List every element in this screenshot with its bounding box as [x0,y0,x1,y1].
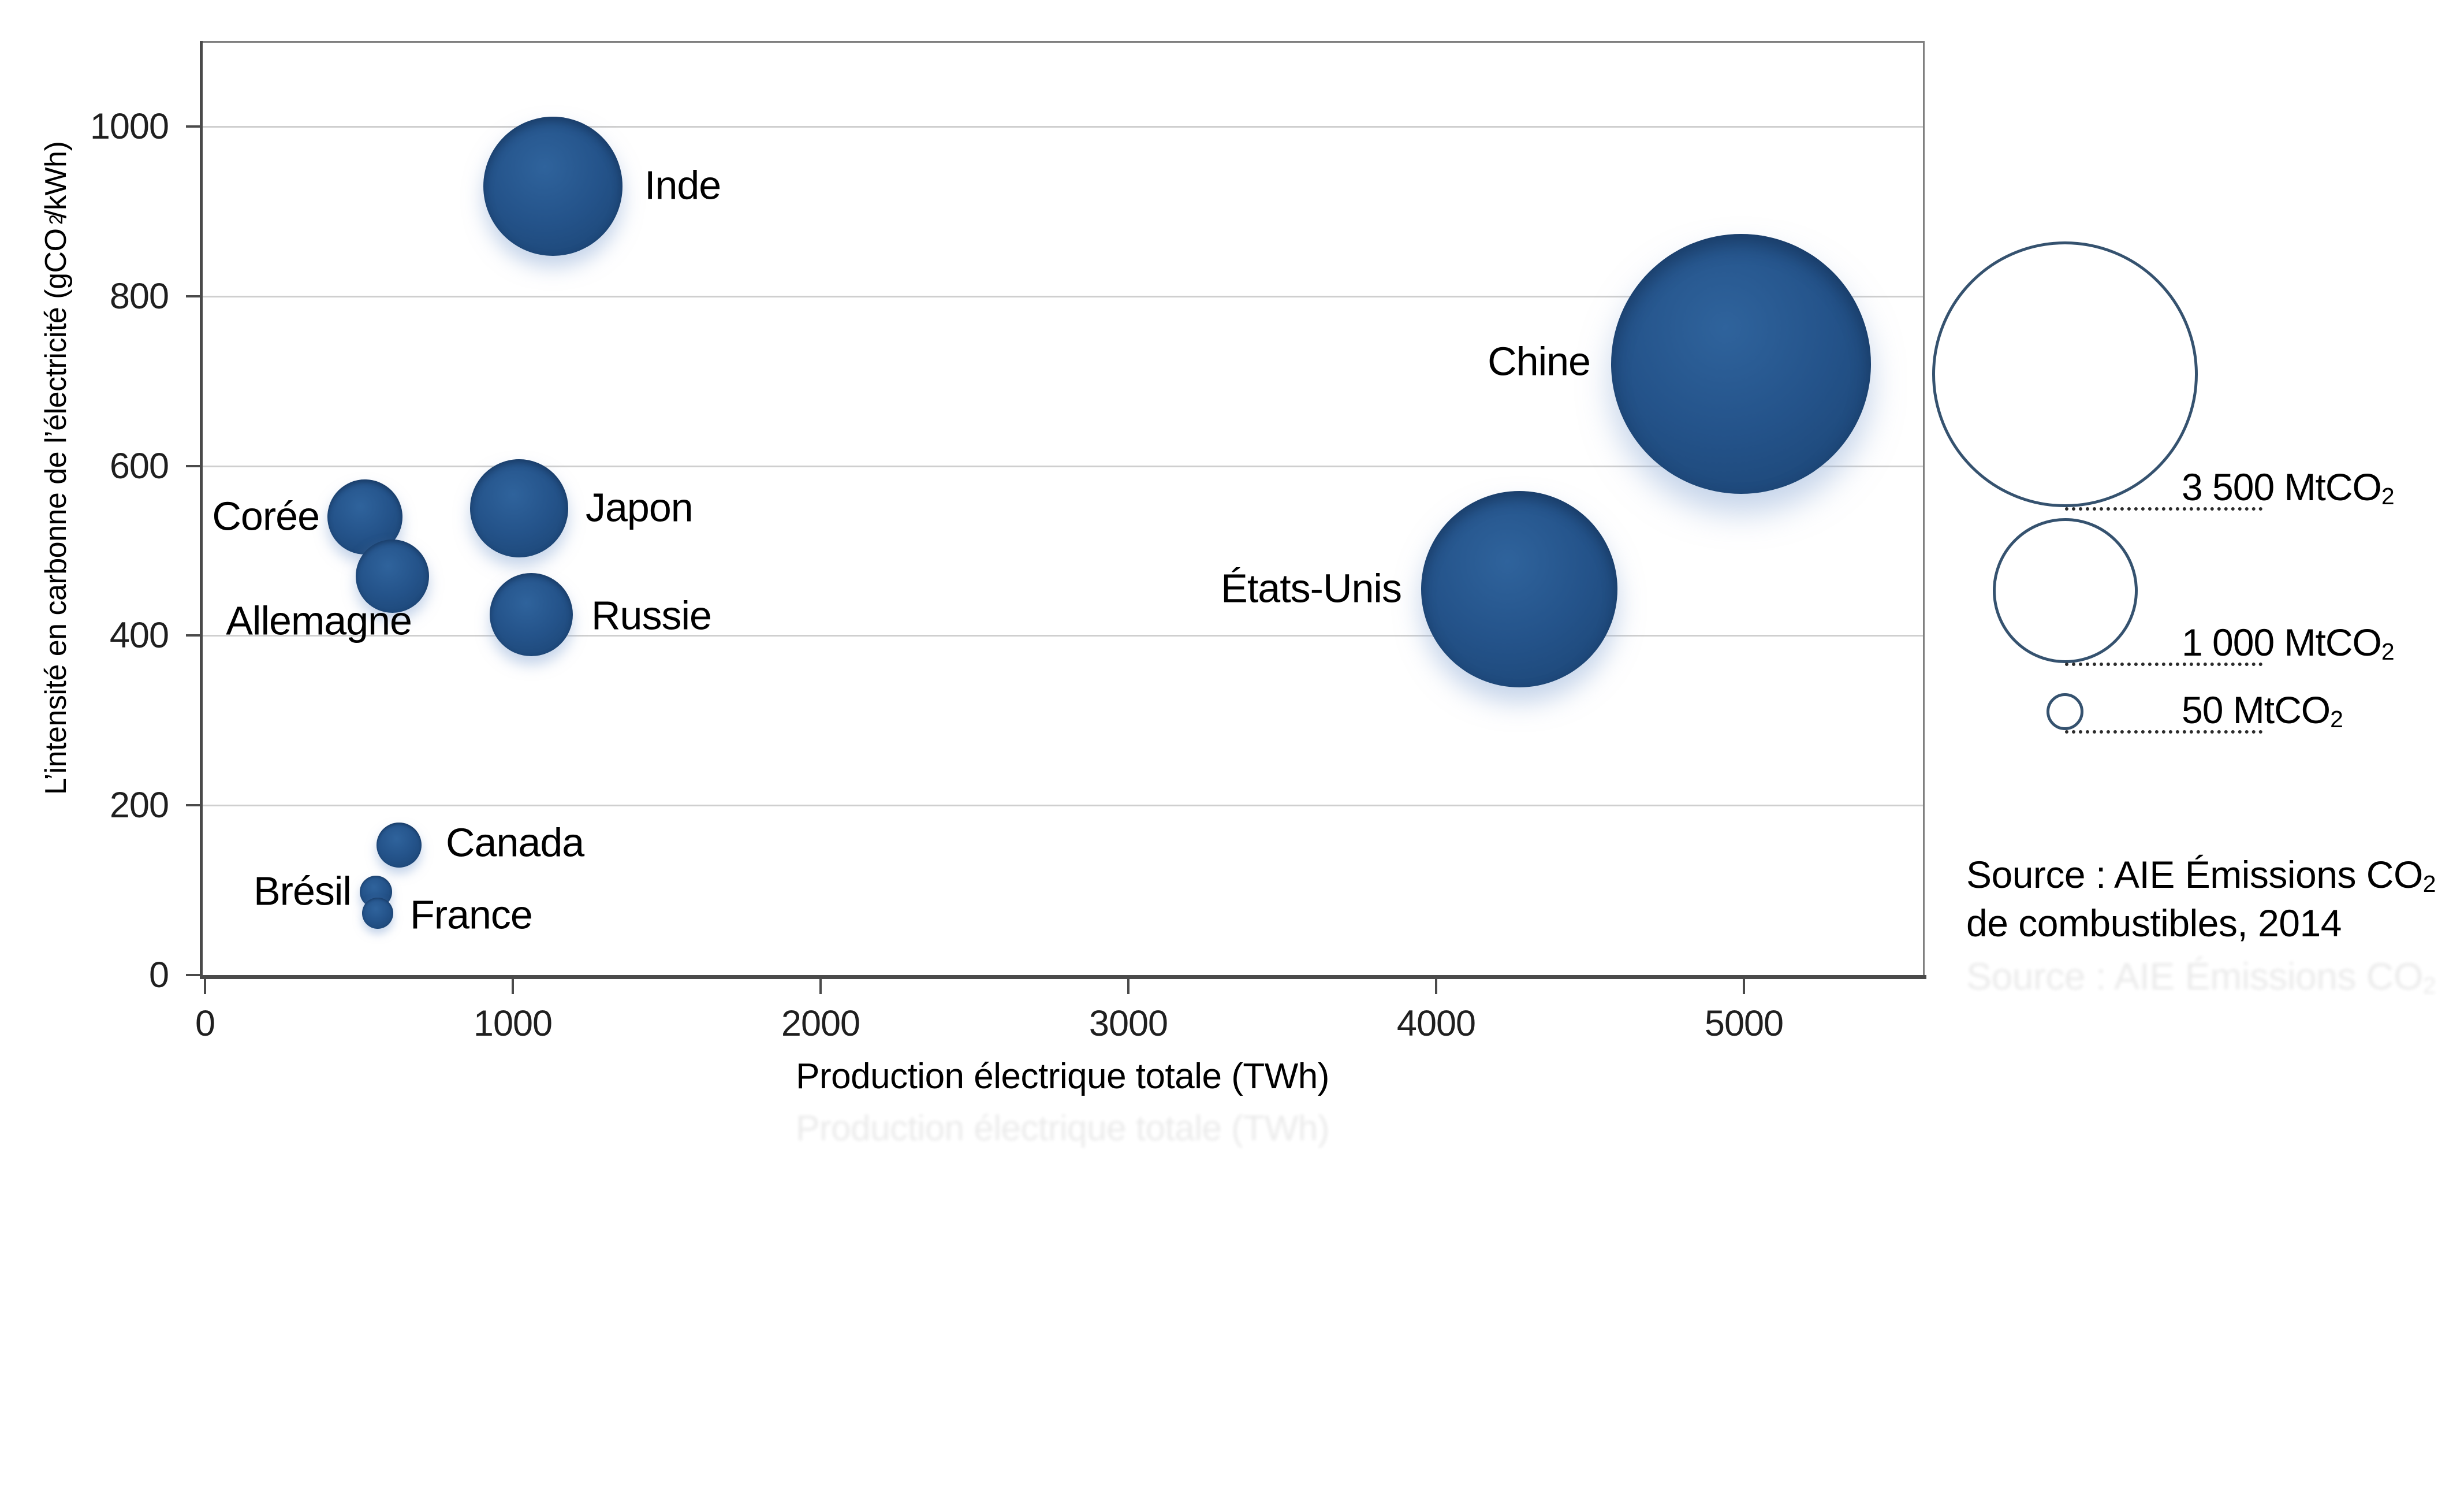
country-label: Inde [644,162,721,208]
y-tick-mark-600 [186,465,200,467]
x-tick-mark-4000 [1435,979,1437,994]
legend-size-label: 3 500 MtCO2 [2182,466,2395,510]
y-tick-label-0: 0 [148,955,169,995]
y-tick-mark-200 [186,804,200,806]
country-bubble [1421,491,1617,687]
legend-leader-line [2065,507,2262,511]
gridline-y-800 [203,296,1923,297]
y-tick-label-1000: 1000 [90,106,169,147]
x-tick-mark-1000 [512,979,514,994]
y-tick-label-200: 200 [109,785,169,825]
country-bubble [362,898,393,929]
x-tick-label-0: 0 [195,1003,215,1044]
x-tick-label-5000: 5000 [1704,1003,1784,1044]
x-axis-title: Production électrique totale (TWh) [796,1056,1329,1096]
subscript-2: 2 [2422,870,2436,898]
x-tick-mark-0 [204,979,206,994]
y-tick-label-600: 600 [109,446,169,486]
x-tick-mark-2000 [819,979,822,994]
country-label: France [410,892,533,937]
legend-circle-1000 [1993,518,2138,663]
country-label: Corée [212,493,320,539]
country-bubble [1611,234,1871,494]
subscript-2: 2 [2381,638,2395,665]
country-bubble [483,117,622,256]
y-tick-mark-0 [186,974,200,976]
country-label: Chine [1488,338,1591,384]
country-label: Russie [591,593,712,638]
gridline-y-600 [203,466,1923,467]
x-tick-label-3000: 3000 [1089,1003,1168,1044]
x-tick-label-2000: 2000 [781,1003,860,1044]
country-label: États-Unis [1221,565,1402,611]
source-note: Source : AIE Émissions CO2 de combustibl… [1966,850,2436,947]
x-axis-line [200,975,1926,979]
country-bubble [377,823,422,868]
country-label: Canada [446,820,584,865]
legend-leader-line [2065,663,2262,666]
country-bubble [470,459,568,557]
y-axis-line [200,41,203,979]
subscript-2: 2 [2381,483,2395,510]
y-tick-mark-1000 [186,125,200,128]
x-tick-label-4000: 4000 [1396,1003,1476,1044]
gridline-y-200 [203,805,1923,806]
gridline-y-1000 [203,126,1923,128]
subscript-2: 2 [2330,706,2343,733]
y-axis-title: L’intensité en carbonne de l’électricité… [39,141,73,795]
y-tick-mark-800 [186,295,200,297]
legend-leader-line [2065,730,2262,734]
x-tick-mark-3000 [1127,979,1130,994]
y-tick-label-800: 800 [109,276,169,317]
country-bubble [490,573,573,656]
country-label: Allemagne [226,598,412,643]
plot-border-right [1923,41,1925,977]
plot-border-top [201,41,1925,43]
country-bubble [356,539,429,613]
y-tick-label-400: 400 [109,615,169,656]
source-ghost-echo: Source : AIE Émissions CO2 [1966,955,2436,999]
legend-size-label: 50 MtCO2 [2182,689,2343,733]
legend-size-label: 1 000 MtCO2 [2182,621,2395,665]
country-label: Brésil [253,868,352,914]
legend-circle-50 [2047,693,2083,730]
y-tick-mark-400 [186,634,200,637]
source-line-2: de combustibles, 2014 [1966,902,2342,944]
source-line-1: Source : AIE Émissions CO2 [1966,853,2436,898]
country-label: Japon [586,485,694,530]
x-tick-label-1000: 1000 [473,1003,553,1044]
subscript-2: 2 [2422,972,2436,999]
legend-circle-3500 [1932,241,2198,507]
gridline-y-400 [203,635,1923,637]
x-axis-title-ghost-echo: Production électrique totale (TWh) [796,1108,1329,1148]
x-tick-mark-5000 [1743,979,1745,994]
